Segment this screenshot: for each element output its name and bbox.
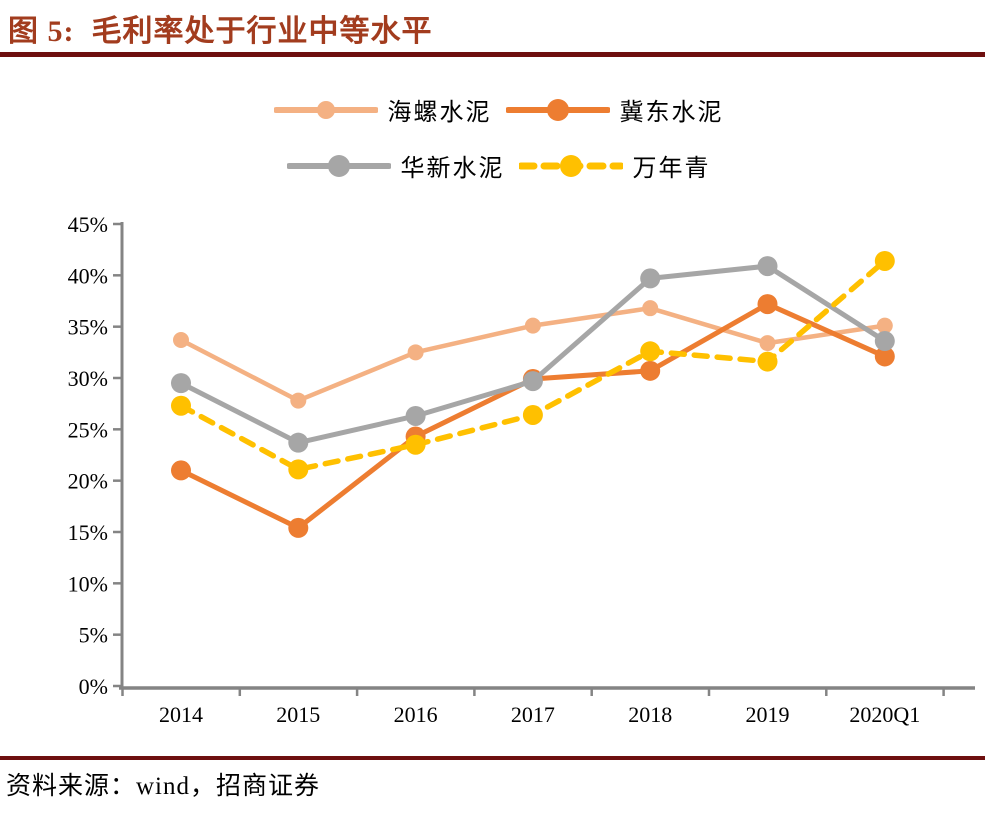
legend-label: 华新水泥 <box>400 156 505 182</box>
page-title: 图 5: 毛利率处于行业中等水平 <box>8 15 433 48</box>
y-axis-tick-label: 40% <box>68 263 108 288</box>
data-point-marker <box>757 294 778 315</box>
legend-row: 华新水泥 万年青 <box>286 148 711 183</box>
legend-line-swatch <box>273 100 378 119</box>
legend-item: 万年青 <box>518 148 711 183</box>
data-point-marker <box>522 404 543 425</box>
data-point-marker <box>640 268 661 289</box>
data-point-marker <box>405 434 426 455</box>
y-axis-tick-label: 25% <box>68 417 108 442</box>
data-point-marker <box>171 373 191 394</box>
data-point-marker <box>173 332 189 349</box>
data-point-marker <box>642 300 659 317</box>
legend-label: 万年青 <box>632 156 711 182</box>
y-axis-tick-label: 45% <box>68 212 108 237</box>
data-point-marker <box>640 341 661 362</box>
x-axis-label: 2019 <box>746 702 790 727</box>
data-point-marker <box>288 517 309 538</box>
data-point-marker <box>759 335 776 352</box>
legend-item: 华新水泥 <box>286 148 505 183</box>
y-axis-tick-label: 5% <box>79 623 108 648</box>
y-axis-tick-label: 20% <box>68 469 108 494</box>
data-point-marker <box>874 331 895 352</box>
data-point-marker <box>757 351 778 372</box>
data-point-marker <box>290 392 307 409</box>
legend-row: 海螺水泥 冀东水泥 <box>273 92 724 127</box>
data-point-marker <box>407 344 424 361</box>
y-axis-tick-label: 0% <box>79 674 108 699</box>
legend-label: 冀东水泥 <box>619 100 724 126</box>
data-point-marker <box>874 250 895 271</box>
legend-label: 海螺水泥 <box>387 100 492 126</box>
data-point-marker <box>171 460 191 481</box>
data-point-marker <box>171 395 191 416</box>
x-axis-label: 2017 <box>511 702 555 727</box>
data-point-marker <box>288 459 309 480</box>
x-axis-label: 2016 <box>394 702 438 727</box>
legend-line-swatch <box>518 154 623 177</box>
legend-line-swatch <box>286 154 391 177</box>
data-point-marker <box>874 346 895 367</box>
data-point-marker <box>524 317 541 334</box>
y-axis-tick-label: 10% <box>68 571 108 596</box>
data-point-marker <box>288 432 309 453</box>
footer-rule <box>0 756 985 760</box>
y-axis-tick-label: 35% <box>68 315 108 340</box>
data-point-marker <box>405 405 426 426</box>
x-axis-label: 2018 <box>628 702 672 727</box>
chart-legend: 海螺水泥 冀东水泥华新水泥 万年青 <box>0 92 997 183</box>
legend-line-swatch <box>505 98 610 121</box>
data-point-marker <box>640 360 661 381</box>
source-text: 资料来源：wind，招商证券 <box>6 773 321 800</box>
data-point-marker <box>522 371 543 392</box>
legend-item: 海螺水泥 <box>273 92 492 127</box>
y-axis-tick-label: 15% <box>68 520 108 545</box>
x-axis-label: 2014 <box>159 702 203 727</box>
legend-item: 冀东水泥 <box>505 92 724 127</box>
data-point-marker <box>757 256 778 277</box>
y-axis-tick-label: 30% <box>68 366 108 391</box>
title-underline-rule <box>0 52 985 57</box>
data-point-marker <box>876 317 893 334</box>
x-axis-label: 2020Q1 <box>849 702 920 727</box>
x-axis-label: 2015 <box>276 702 320 727</box>
